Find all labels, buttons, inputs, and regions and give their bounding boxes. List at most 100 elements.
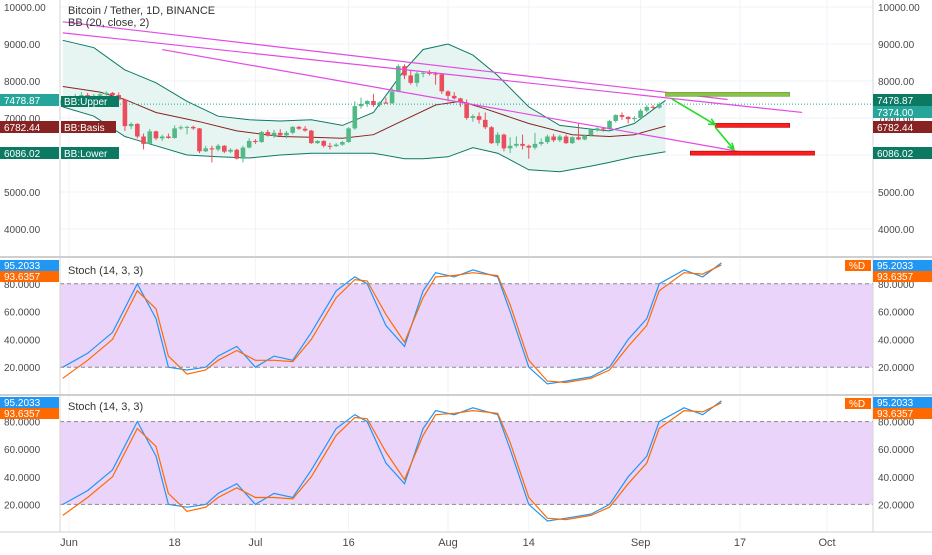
candle-body[interactable] bbox=[495, 134, 501, 144]
candle-body[interactable] bbox=[582, 135, 587, 140]
candle-body[interactable] bbox=[445, 91, 451, 96]
candle-body[interactable] bbox=[110, 92, 115, 96]
green-level-line[interactable] bbox=[665, 92, 791, 97]
candle-body[interactable] bbox=[632, 118, 637, 120]
candle-body[interactable] bbox=[569, 137, 575, 144]
candle-body[interactable] bbox=[284, 132, 289, 136]
candle-body[interactable] bbox=[265, 132, 271, 136]
candle-body[interactable] bbox=[290, 126, 295, 133]
stoch-d-line-2[interactable] bbox=[62, 402, 722, 521]
candle-body[interactable] bbox=[638, 110, 643, 118]
trendline[interactable] bbox=[62, 21, 728, 101]
candle-body[interactable] bbox=[358, 103, 364, 107]
candle-body[interactable] bbox=[588, 129, 594, 136]
candle-body[interactable] bbox=[451, 95, 457, 99]
candle-body[interactable] bbox=[340, 142, 345, 145]
candle-body[interactable] bbox=[234, 149, 240, 159]
candle-body[interactable] bbox=[364, 100, 370, 104]
candle-body[interactable] bbox=[520, 143, 525, 146]
candle-body[interactable] bbox=[439, 74, 445, 92]
stoch-title-1[interactable]: Stoch (14, 3, 3) bbox=[68, 265, 143, 277]
red-level-line[interactable] bbox=[714, 123, 791, 128]
candle-body[interactable] bbox=[271, 132, 277, 136]
candle-body[interactable] bbox=[420, 72, 426, 74]
candle-body[interactable] bbox=[333, 144, 339, 147]
trendline[interactable] bbox=[162, 48, 759, 156]
candle-body[interactable] bbox=[315, 140, 320, 144]
candle-body[interactable] bbox=[141, 136, 146, 144]
candle-body[interactable] bbox=[277, 132, 283, 136]
arrow-shaft[interactable] bbox=[671, 98, 716, 126]
candle-body[interactable] bbox=[526, 145, 532, 148]
candle-body[interactable] bbox=[222, 145, 227, 152]
candle-body[interactable] bbox=[253, 140, 258, 143]
candle-body[interactable] bbox=[482, 119, 488, 128]
red-level-line[interactable] bbox=[690, 150, 815, 156]
arrow-shaft[interactable] bbox=[714, 126, 735, 150]
candle-body[interactable] bbox=[309, 130, 314, 144]
candle-body[interactable] bbox=[408, 75, 414, 83]
candle-body[interactable] bbox=[470, 116, 476, 118]
stoch-title-2[interactable]: Stoch (14, 3, 3) bbox=[68, 401, 143, 413]
candle-body[interactable] bbox=[215, 145, 221, 150]
candle-body[interactable] bbox=[377, 102, 382, 106]
candle-body[interactable] bbox=[371, 100, 376, 106]
candle-body[interactable] bbox=[135, 123, 140, 137]
candle-body[interactable] bbox=[197, 128, 202, 152]
candle-body[interactable] bbox=[159, 136, 165, 139]
candle-body[interactable] bbox=[190, 126, 196, 129]
candle-body[interactable] bbox=[302, 128, 308, 131]
candle-body[interactable] bbox=[538, 142, 544, 144]
candle-body[interactable] bbox=[594, 128, 600, 130]
candle-body[interactable] bbox=[656, 104, 662, 108]
candle-body[interactable] bbox=[209, 148, 215, 150]
candle-body[interactable] bbox=[346, 128, 351, 143]
candle-body[interactable] bbox=[128, 123, 134, 127]
candle-body[interactable] bbox=[203, 148, 208, 152]
candle-body[interactable] bbox=[122, 99, 128, 127]
stoch-k-line-1[interactable] bbox=[62, 262, 722, 385]
candle-body[interactable] bbox=[178, 127, 184, 129]
bb-basis-line[interactable] bbox=[62, 86, 666, 139]
candle-body[interactable] bbox=[489, 127, 494, 144]
candle-body[interactable] bbox=[607, 120, 612, 130]
candle-body[interactable] bbox=[402, 66, 407, 76]
candle-body[interactable] bbox=[576, 137, 581, 140]
candle-body[interactable] bbox=[172, 128, 177, 138]
candle-body[interactable] bbox=[458, 98, 463, 103]
candle-body[interactable] bbox=[103, 92, 109, 95]
candle-body[interactable] bbox=[321, 140, 327, 146]
candle-body[interactable] bbox=[414, 73, 420, 83]
candle-body[interactable] bbox=[240, 147, 246, 159]
candle-body[interactable] bbox=[532, 143, 538, 148]
candle-body[interactable] bbox=[383, 102, 389, 104]
candle-body[interactable] bbox=[166, 136, 171, 138]
candle-body[interactable] bbox=[613, 115, 619, 121]
candle-body[interactable] bbox=[352, 106, 358, 129]
candle-body[interactable] bbox=[619, 115, 625, 117]
symbol-title[interactable]: Bitcoin / Tether, 1D, BINANCE bbox=[68, 5, 215, 17]
candle-body[interactable] bbox=[601, 128, 606, 130]
candle-body[interactable] bbox=[644, 106, 650, 111]
candle-body[interactable] bbox=[153, 131, 159, 139]
candle-body[interactable] bbox=[650, 106, 656, 108]
stoch-k-line-2[interactable] bbox=[62, 400, 722, 522]
trendline[interactable] bbox=[62, 32, 803, 114]
candle-body[interactable] bbox=[563, 136, 569, 144]
candle-body[interactable] bbox=[507, 145, 513, 149]
candle-body[interactable] bbox=[147, 131, 153, 144]
candle-body[interactable] bbox=[514, 143, 519, 146]
candle-body[interactable] bbox=[184, 126, 190, 128]
stoch-d-line-1[interactable] bbox=[62, 264, 722, 384]
candle-body[interactable] bbox=[259, 132, 264, 143]
candle-body[interactable] bbox=[464, 102, 469, 118]
candle-body[interactable] bbox=[296, 126, 302, 129]
bb-lower-line[interactable] bbox=[62, 106, 666, 173]
candle-body[interactable] bbox=[427, 72, 432, 74]
candle-body[interactable] bbox=[228, 149, 233, 152]
candle-body[interactable] bbox=[246, 140, 252, 148]
candle-body[interactable] bbox=[557, 136, 563, 141]
candle-body[interactable] bbox=[327, 145, 333, 147]
candle-body[interactable] bbox=[625, 116, 631, 120]
candle-body[interactable] bbox=[395, 66, 401, 92]
